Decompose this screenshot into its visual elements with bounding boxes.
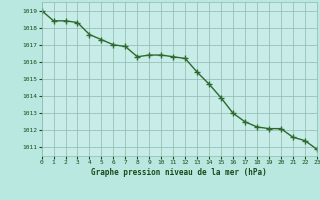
X-axis label: Graphe pression niveau de la mer (hPa): Graphe pression niveau de la mer (hPa) — [91, 168, 267, 177]
